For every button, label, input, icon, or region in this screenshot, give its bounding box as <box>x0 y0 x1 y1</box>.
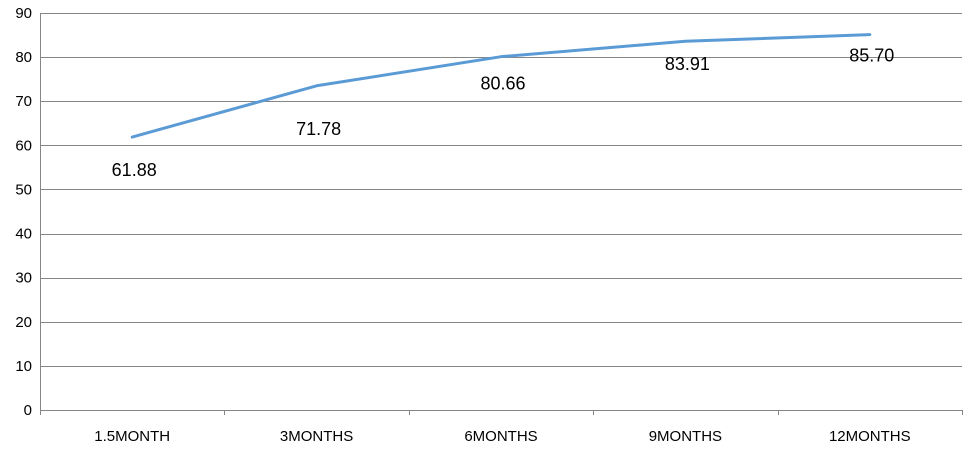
x-tick-label: 12MONTHS <box>829 428 911 445</box>
x-axis-tick-labels: 1.5MONTH 3MONTHS 6MONTHS 9MONTHS 12MONTHS <box>94 428 910 445</box>
data-label: 71.78 <box>296 119 341 139</box>
y-tick-label: 60 <box>15 137 32 154</box>
x-tick-label: 1.5MONTH <box>94 428 170 445</box>
x-tick-label: 9MONTHS <box>649 428 722 445</box>
y-tick-label: 80 <box>15 49 32 66</box>
y-tick-label: 10 <box>15 358 32 375</box>
y-tick-label: 90 <box>15 5 32 22</box>
y-axis-tick-labels: 0 10 20 30 40 50 60 70 80 90 <box>15 5 32 419</box>
y-tick-label: 30 <box>15 270 32 287</box>
axes <box>40 13 963 415</box>
data-label: 85.70 <box>849 46 894 66</box>
x-tick-label: 6MONTHS <box>464 428 537 445</box>
y-tick-label: 0 <box>24 402 32 419</box>
data-labels: 61.88 71.78 80.66 83.91 85.70 <box>112 46 895 180</box>
gridlines <box>40 13 962 367</box>
data-label: 80.66 <box>480 74 525 94</box>
data-label: 61.88 <box>112 160 157 180</box>
y-tick-label: 70 <box>15 93 32 110</box>
data-label: 83.91 <box>665 54 710 74</box>
x-tick-label: 3MONTHS <box>280 428 353 445</box>
y-tick-label: 20 <box>15 314 32 331</box>
y-tick-label: 50 <box>15 181 32 198</box>
y-tick-label: 40 <box>15 226 32 243</box>
series-group <box>130 33 872 139</box>
